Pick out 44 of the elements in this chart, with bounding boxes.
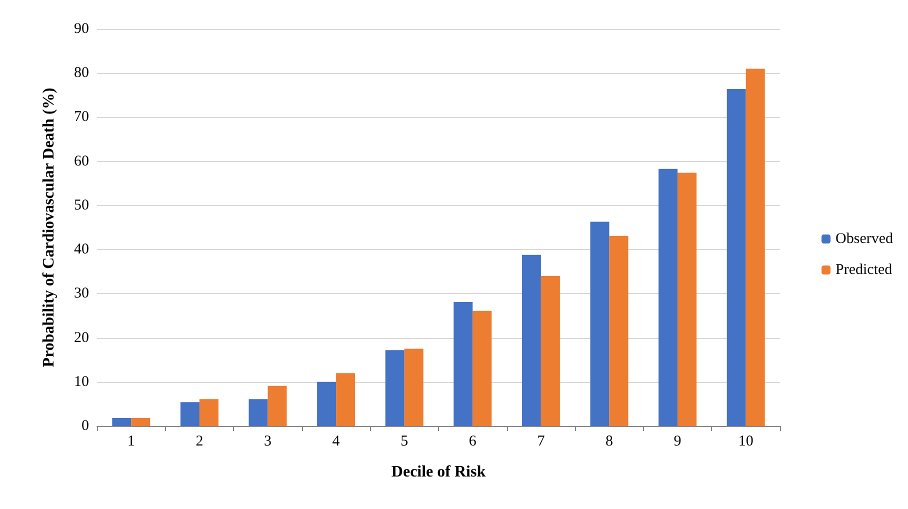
bar — [540, 276, 560, 426]
bar — [658, 168, 678, 426]
x-tick-label: 6 — [468, 434, 477, 450]
bar — [317, 382, 336, 426]
bar — [131, 418, 150, 426]
x-tick-label: 8 — [606, 434, 613, 450]
y-tick-label: 70 — [74, 109, 89, 126]
bar — [726, 88, 746, 426]
bar — [404, 348, 424, 426]
y-tick-label: 60 — [74, 153, 89, 170]
y-tick-label: 90 — [74, 21, 89, 37]
x-tick-label: 3 — [264, 434, 272, 450]
x-tick-label: 10 — [738, 434, 754, 450]
y-tick-label: 10 — [74, 374, 89, 390]
x-tick-label: 9 — [674, 434, 682, 450]
x-tick-label: 2 — [196, 434, 204, 450]
x-tick-label: 7 — [537, 434, 546, 450]
bar — [336, 373, 356, 426]
x-axis-title: Decile of Risk — [391, 464, 486, 480]
bar — [180, 402, 200, 426]
y-tick-label: 0 — [82, 418, 89, 434]
y-axis-title: Probability of Cardiovascular Death (%) — [40, 88, 58, 368]
bar — [609, 236, 628, 426]
legend-label: Observed — [836, 231, 894, 247]
y-tick-label: 40 — [74, 242, 89, 258]
bar — [522, 254, 541, 426]
bar — [472, 310, 492, 426]
y-tick-label: 80 — [74, 65, 89, 82]
bar — [199, 399, 218, 426]
x-tick-label: 5 — [400, 434, 408, 450]
bar — [454, 302, 473, 426]
y-tick-label: 50 — [74, 197, 89, 214]
bar — [746, 68, 765, 426]
bar — [678, 172, 697, 426]
bar — [112, 418, 132, 426]
y-tick-label: 30 — [74, 286, 89, 302]
x-tick-label: 4 — [332, 434, 340, 450]
x-tick-label: 1 — [127, 434, 135, 450]
bar — [268, 386, 287, 426]
bar — [590, 222, 610, 426]
legend-label: Predicted — [836, 262, 893, 278]
bar — [248, 399, 268, 426]
bar — [385, 350, 404, 426]
y-tick-label: 20 — [74, 330, 89, 346]
